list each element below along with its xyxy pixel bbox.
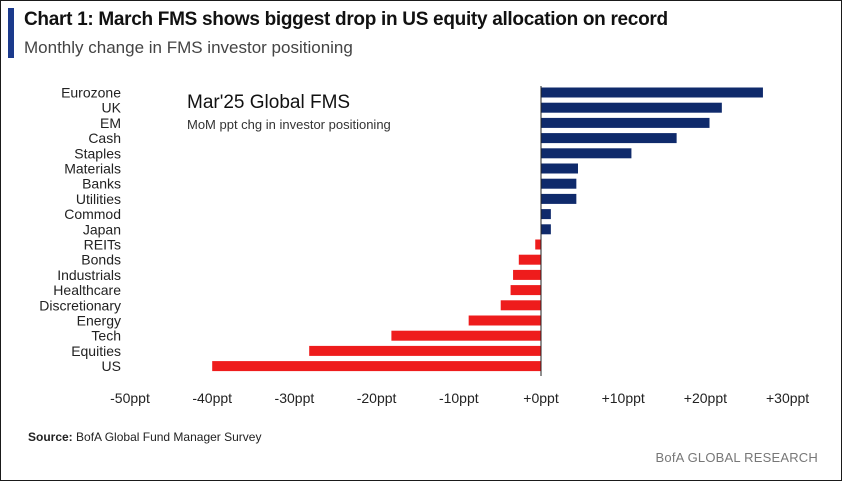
category-label: UK — [102, 100, 122, 116]
category-label: Japan — [83, 221, 121, 237]
source-text: BofA Global Fund Manager Survey — [76, 430, 262, 444]
source-label: Source: — [28, 430, 73, 444]
chart-subtitle: Monthly change in FMS investor positioni… — [24, 38, 353, 57]
category-label: Discretionary — [39, 297, 121, 313]
category-label: REITs — [84, 237, 121, 253]
bar-equities — [309, 345, 541, 356]
category-label: Equities — [71, 343, 121, 359]
category-label: Energy — [77, 313, 121, 329]
brand-label: BofA GLOBAL RESEARCH — [655, 450, 818, 465]
x-tick-label: -20ppt — [357, 390, 397, 406]
category-label: Utilities — [76, 191, 121, 207]
bar-commod — [541, 209, 551, 220]
x-tick-label: +30ppt — [766, 390, 809, 406]
bar-japan — [541, 224, 551, 235]
inset-subtitle: MoM ppt chg in investor positioning — [187, 117, 391, 132]
category-label: Materials — [64, 161, 121, 177]
bar-uk — [541, 102, 722, 113]
bar-reits — [535, 239, 541, 250]
bar-us — [212, 361, 541, 372]
bar-utilities — [541, 193, 577, 204]
category-label: Eurozone — [61, 85, 121, 101]
bar-energy — [468, 315, 541, 326]
x-tick-label: +0ppt — [523, 390, 559, 406]
x-tick-label: -40ppt — [192, 390, 232, 406]
chart-title: Chart 1: March FMS shows biggest drop in… — [24, 9, 668, 30]
category-label: Staples — [74, 145, 121, 161]
category-label: Cash — [88, 130, 121, 146]
category-label: Commod — [64, 206, 121, 222]
bar-bonds — [518, 254, 541, 265]
category-label: EM — [100, 115, 121, 131]
bar-banks — [541, 178, 577, 189]
bar-industrials — [513, 269, 541, 280]
bar-materials — [541, 163, 578, 174]
category-label: Industrials — [57, 267, 121, 283]
category-label: Tech — [91, 328, 121, 344]
x-tick-label: +20ppt — [684, 390, 727, 406]
bar-discretionary — [500, 300, 541, 311]
category-label: Bonds — [81, 252, 121, 268]
bar-cash — [541, 133, 677, 144]
category-label: US — [102, 358, 121, 374]
x-tick-label: +10ppt — [602, 390, 645, 406]
bar-em — [541, 117, 710, 128]
category-label: Banks — [82, 176, 121, 192]
title-accent-bar — [8, 8, 14, 58]
source-note: Source: BofA Global Fund Manager Survey — [28, 430, 261, 444]
bar-healthcare — [510, 285, 541, 296]
inset-title: Mar'25 Global FMS — [187, 92, 350, 113]
category-label: Healthcare — [53, 282, 121, 298]
x-tick-label: -30ppt — [275, 390, 315, 406]
x-tick-label: -50ppt — [110, 390, 150, 406]
bar-tech — [391, 330, 541, 341]
x-tick-label: -10ppt — [439, 390, 479, 406]
bar-staples — [541, 148, 632, 159]
bar-eurozone — [541, 87, 763, 98]
